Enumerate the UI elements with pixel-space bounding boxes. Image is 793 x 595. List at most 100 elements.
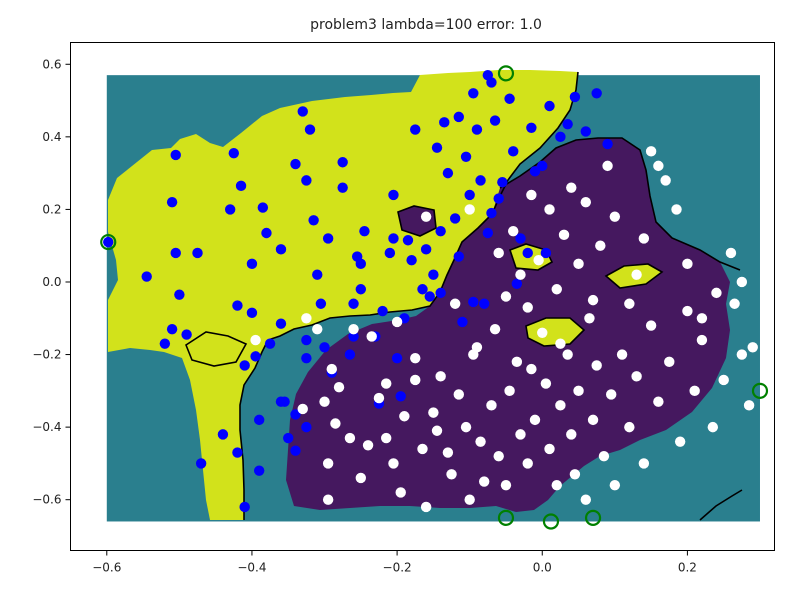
white-point bbox=[431, 425, 443, 436]
x-tick-label: −0.4 bbox=[237, 561, 266, 575]
blue-point bbox=[384, 247, 396, 259]
white-point bbox=[671, 204, 682, 215]
blue-point bbox=[344, 349, 356, 360]
white-point bbox=[533, 255, 544, 266]
white-point bbox=[395, 487, 406, 498]
blue-point bbox=[435, 287, 446, 299]
support-vector-ring bbox=[100, 233, 117, 251]
blue-point bbox=[489, 115, 501, 126]
white-point bbox=[373, 392, 385, 404]
white-point bbox=[718, 374, 729, 386]
blue-point bbox=[264, 338, 276, 349]
x-tick-label: −0.6 bbox=[92, 561, 121, 575]
plot-area bbox=[70, 42, 775, 551]
blue-point bbox=[304, 124, 316, 135]
white-point bbox=[428, 407, 439, 418]
blue-point bbox=[460, 151, 472, 162]
white-point bbox=[417, 443, 428, 455]
white-point bbox=[562, 349, 573, 360]
white-point bbox=[355, 472, 367, 484]
white-point bbox=[587, 294, 599, 306]
white-point bbox=[743, 400, 755, 411]
blue-point bbox=[166, 323, 178, 335]
blue-point bbox=[275, 396, 287, 407]
white-point bbox=[493, 450, 504, 462]
white-point bbox=[250, 334, 261, 346]
white-point bbox=[645, 320, 657, 331]
blue-point bbox=[453, 111, 464, 123]
white-point bbox=[319, 396, 330, 407]
white-point bbox=[606, 389, 617, 400]
blue-point bbox=[449, 213, 461, 224]
white-point bbox=[587, 414, 599, 426]
white-point bbox=[446, 469, 457, 480]
white-point bbox=[410, 374, 421, 386]
blue-point bbox=[388, 189, 399, 201]
blue-point bbox=[475, 175, 486, 186]
white-point bbox=[689, 385, 700, 397]
support-vector-ring bbox=[542, 513, 560, 530]
blue-point bbox=[348, 331, 359, 342]
white-point bbox=[584, 313, 595, 324]
white-point bbox=[312, 323, 323, 335]
axes-frame bbox=[70, 42, 775, 551]
blue-point bbox=[301, 421, 312, 433]
blue-point bbox=[355, 284, 367, 295]
white-point bbox=[645, 146, 657, 157]
blue-point bbox=[257, 202, 269, 213]
y-tick-label: 0.6 bbox=[42, 57, 61, 71]
blue-point bbox=[228, 147, 239, 159]
blue-point bbox=[457, 316, 468, 328]
blue-point bbox=[192, 247, 203, 259]
blue-point bbox=[453, 251, 464, 262]
blue-point bbox=[315, 298, 327, 309]
blue-point bbox=[290, 409, 301, 420]
white-point bbox=[660, 175, 671, 186]
blue-point bbox=[235, 180, 247, 192]
blue-point bbox=[103, 236, 114, 248]
white-point bbox=[391, 316, 403, 328]
white-point bbox=[322, 458, 334, 469]
white-point bbox=[464, 204, 475, 215]
positive-region-island bbox=[526, 318, 584, 346]
blue-point bbox=[464, 189, 475, 201]
support-vector-ring bbox=[497, 65, 515, 82]
blue-point bbox=[504, 93, 515, 104]
white-point bbox=[362, 440, 374, 451]
blue-point bbox=[555, 131, 566, 143]
white-point bbox=[573, 258, 584, 270]
y-axis: 0.6 0.4 0.2 0.0 −0.2 −0.4 −0.6 bbox=[32, 57, 71, 507]
blue-point bbox=[239, 501, 250, 513]
blue-point bbox=[468, 296, 479, 308]
blue-point bbox=[283, 432, 294, 444]
blue-point bbox=[275, 244, 287, 255]
white-point bbox=[725, 247, 737, 259]
blue-point bbox=[290, 445, 301, 456]
blue-point bbox=[301, 175, 312, 186]
white-point bbox=[449, 298, 461, 309]
white-point bbox=[464, 494, 475, 505]
blue-point bbox=[435, 225, 446, 237]
white-point bbox=[609, 479, 621, 491]
white-point bbox=[508, 225, 519, 237]
contour-line bbox=[185, 331, 248, 367]
blue-point bbox=[232, 447, 243, 458]
blue-point bbox=[232, 300, 243, 311]
blue-point bbox=[254, 465, 265, 476]
x-tick-label: −0.2 bbox=[383, 561, 412, 575]
blue-point bbox=[250, 351, 261, 362]
blue-point bbox=[529, 166, 541, 177]
blue-point bbox=[591, 88, 602, 99]
blue-point bbox=[359, 225, 370, 237]
blue-point bbox=[301, 352, 312, 364]
blue-point bbox=[391, 352, 403, 364]
contour-line bbox=[699, 489, 743, 521]
white-point bbox=[522, 458, 533, 469]
blue-point bbox=[388, 233, 399, 244]
blue-point bbox=[166, 196, 178, 208]
blue-point bbox=[297, 106, 308, 117]
blue-point bbox=[526, 122, 537, 133]
white-point bbox=[537, 327, 548, 338]
white-point bbox=[602, 160, 613, 172]
white-point bbox=[674, 436, 686, 447]
